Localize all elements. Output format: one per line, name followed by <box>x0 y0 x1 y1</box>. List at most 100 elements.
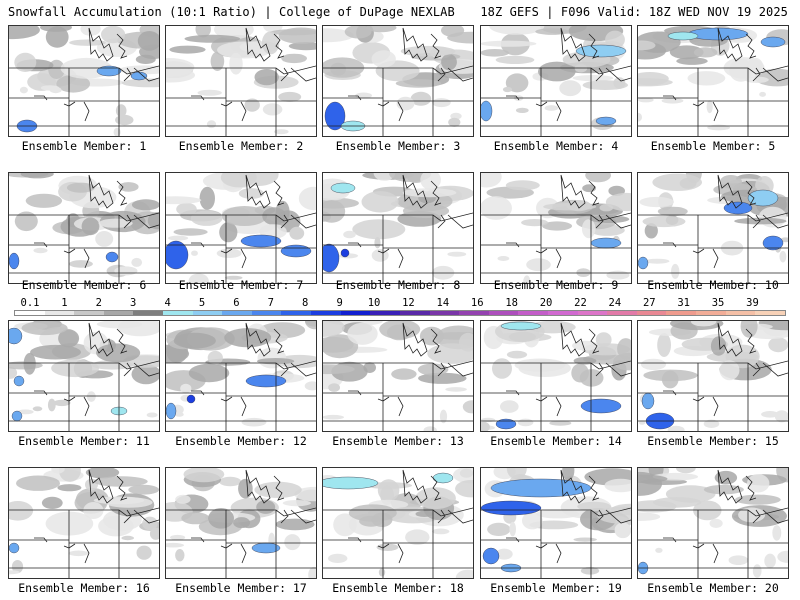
boundary-line <box>712 396 719 417</box>
snow-shading <box>687 71 726 86</box>
ensemble-member-label: Ensemble Member: 3 <box>335 139 461 153</box>
legend-tick-label: 16 <box>470 297 484 309</box>
heavy-snow-shading <box>481 500 542 516</box>
snowfall-map <box>166 26 316 136</box>
boundary-line <box>323 360 473 370</box>
heavy-snow-shading <box>490 478 592 498</box>
snow-shading <box>502 86 513 93</box>
snow-shading <box>256 500 276 514</box>
boundary-line <box>397 248 404 269</box>
snow-shading <box>579 369 604 387</box>
boundary-line <box>555 101 562 122</box>
snow-shading <box>261 31 280 55</box>
ensemble-member-label: Ensemble Member: 16 <box>18 581 150 595</box>
boundary-line <box>663 95 677 101</box>
snow-shading <box>121 535 134 541</box>
snow-shading <box>9 366 18 379</box>
boundary-line <box>712 543 719 564</box>
snow-shading <box>149 527 159 540</box>
snow-shading <box>415 510 434 517</box>
ensemble-member-label: Ensemble Member: 7 <box>178 278 304 292</box>
snow-shading <box>614 522 631 539</box>
heavy-snow-shading <box>500 321 542 331</box>
snow-shading <box>391 368 417 380</box>
snow-shading <box>41 496 63 509</box>
boundary-line <box>9 97 159 102</box>
snow-shading <box>210 51 225 71</box>
boundary-line <box>745 33 757 59</box>
snow-shading <box>32 406 43 412</box>
boundary-line <box>191 537 205 543</box>
boundary-line <box>692 543 705 549</box>
snow-shading <box>323 200 346 223</box>
boundary-line <box>638 360 788 370</box>
snow-shading <box>219 476 242 487</box>
boundary-line <box>245 469 271 504</box>
boundary-line <box>83 543 90 564</box>
run-info: 18Z GEFS | F096 Valid: 18Z WED NOV 19 20… <box>480 5 788 19</box>
boundary-line <box>595 214 604 229</box>
snow-shading <box>596 506 631 524</box>
ensemble-member-label: Ensemble Member: 9 <box>493 278 619 292</box>
snow-shading <box>96 321 143 329</box>
snow-shading <box>652 173 702 191</box>
snow-shading <box>779 250 787 263</box>
ensemble-member-label: Ensemble Member: 14 <box>490 434 622 448</box>
boundary-line <box>430 33 442 59</box>
snow-shading <box>772 525 782 541</box>
snow-shading <box>638 40 656 51</box>
snow-shading <box>605 192 631 212</box>
boundary-line <box>348 390 362 396</box>
boundary-line <box>348 242 362 248</box>
snow-shading <box>207 350 223 365</box>
snow-shading <box>323 321 345 337</box>
snow-shading <box>418 372 467 384</box>
snow-shading <box>542 221 573 231</box>
snow-shading <box>371 50 396 68</box>
boundary-line <box>166 212 316 222</box>
snow-shading <box>376 543 399 551</box>
snow-shading <box>219 222 238 243</box>
heavy-snow-shading <box>747 189 779 207</box>
ensemble-member-label: Ensemble Member: 18 <box>332 581 464 595</box>
snow-shading <box>136 545 152 560</box>
ensemble-member-label: Ensemble Member: 6 <box>21 278 147 292</box>
snowfall-map <box>481 26 631 136</box>
snow-shading <box>515 107 529 113</box>
boundary-line <box>692 101 705 107</box>
boundary-line <box>605 67 631 82</box>
chart-title: Snowfall Accumulation (10:1 Ratio) | Col… <box>8 5 455 19</box>
boundary-line <box>712 248 719 269</box>
snow-shading <box>448 117 461 127</box>
boundary-line <box>323 507 473 517</box>
boundary-line <box>638 507 788 517</box>
snow-shading <box>238 478 253 499</box>
heavy-snow-shading <box>495 418 517 430</box>
heavy-snow-shading <box>760 36 786 48</box>
snow-shading <box>262 103 283 116</box>
snowfall-map <box>323 321 473 431</box>
boundary-line <box>166 97 316 102</box>
snow-shading <box>441 54 457 71</box>
boundary-line <box>9 360 159 370</box>
heavy-snow-shading <box>323 476 379 490</box>
boundary-line <box>323 392 473 397</box>
snow-shading <box>691 321 717 327</box>
snow-shading <box>98 515 134 537</box>
ensemble-map-panel <box>165 467 317 579</box>
snow-shading <box>115 104 127 118</box>
snow-shading <box>118 182 139 192</box>
boundary-line <box>717 469 743 504</box>
boundary-line <box>63 248 76 254</box>
snow-shading <box>241 417 267 427</box>
snow-shading <box>667 425 685 431</box>
boundary-line <box>481 360 631 370</box>
boundary-line <box>595 509 604 524</box>
boundary-line <box>745 180 757 206</box>
boundary-line <box>123 362 132 377</box>
snow-shading <box>56 75 91 93</box>
heavy-snow-shading <box>580 398 622 414</box>
heavy-snow-shading <box>330 182 356 194</box>
heavy-snow-shading <box>667 31 699 41</box>
boundary-line <box>555 248 562 269</box>
